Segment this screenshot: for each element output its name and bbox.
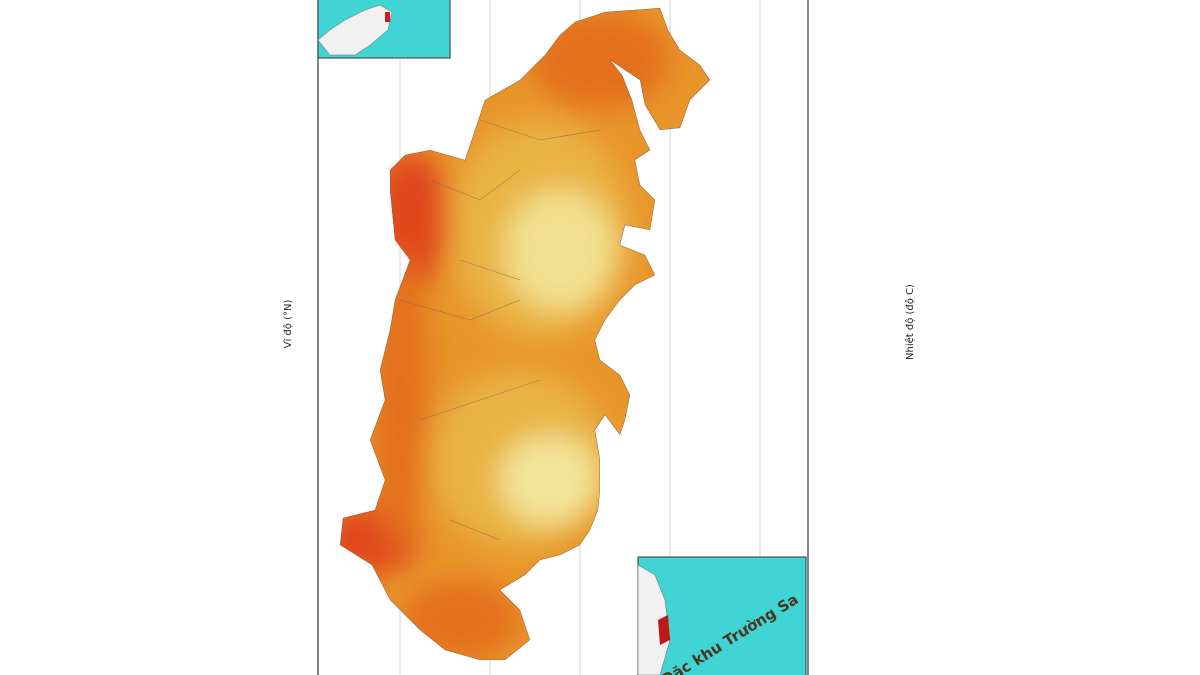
bottom-inset: Đặc khu Trường Sa (637, 556, 807, 675)
y-axis-label: Vĩ độ (°N) (282, 300, 294, 349)
top-inset (317, 0, 451, 59)
colorbar-label: Nhiệt độ (độ C) (904, 284, 916, 360)
